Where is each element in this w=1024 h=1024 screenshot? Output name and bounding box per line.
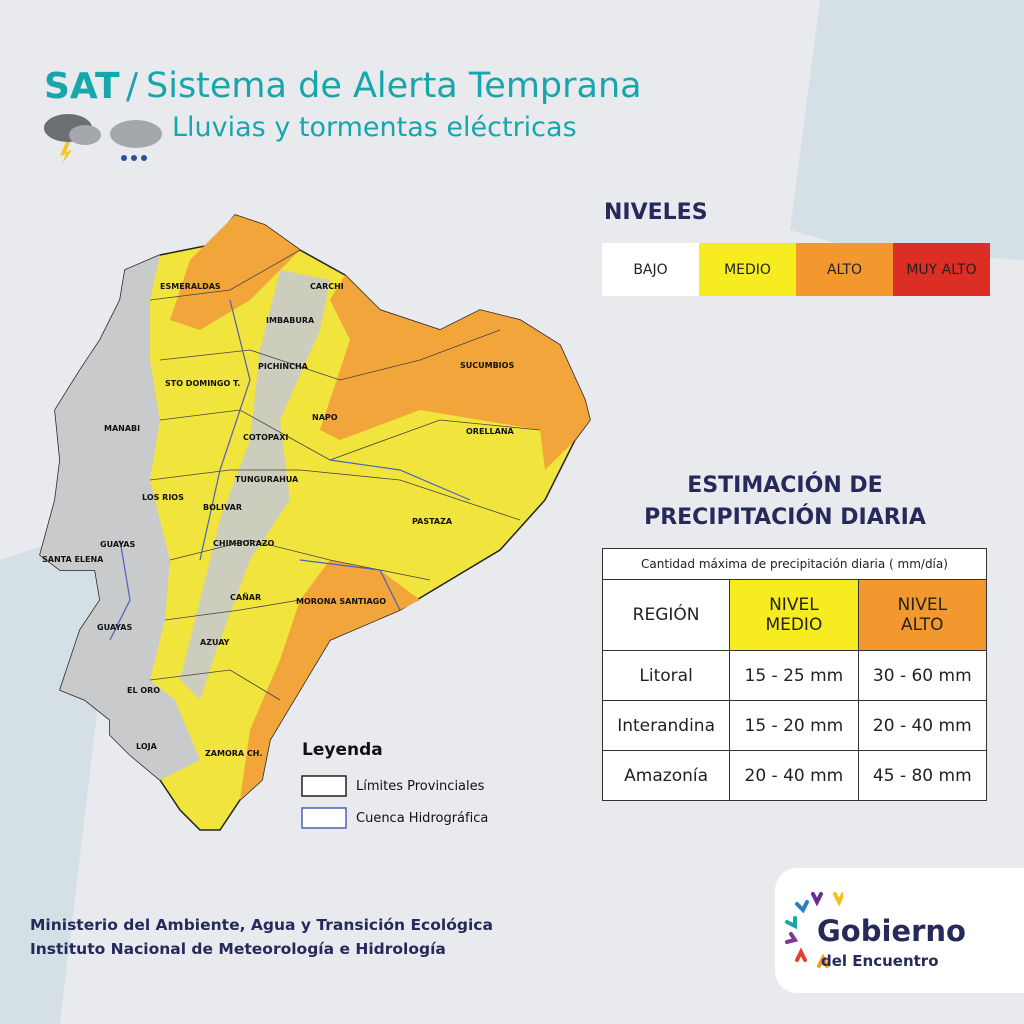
legend-swatch xyxy=(301,807,347,829)
weather-icons xyxy=(44,114,162,164)
province-label: ZAMORA CH. xyxy=(205,749,263,758)
province-label: MANABI xyxy=(104,424,140,433)
cell: Litoral xyxy=(601,650,731,701)
cell: 20 - 40 mm xyxy=(857,700,988,751)
province-label: COTOPAXI xyxy=(243,433,288,442)
header-acronym: SAT xyxy=(44,66,120,107)
province-label: EL ORO xyxy=(127,686,160,695)
province-label: SANTA ELENA xyxy=(42,555,104,564)
level: ALTO xyxy=(796,243,893,296)
title-line: ESTIMACIÓN DE xyxy=(687,473,883,498)
header-line: ALTO xyxy=(901,615,944,635)
level: MEDIO xyxy=(699,243,796,296)
level: BAJO xyxy=(602,243,699,296)
province-label: AZUAY xyxy=(200,638,230,647)
header-separator: / xyxy=(126,66,139,107)
header-line: NIVEL xyxy=(769,595,819,615)
province-label: PICHINCHA xyxy=(258,362,309,371)
province-label: ESMERALDAS xyxy=(160,282,221,291)
cell: Amazonía xyxy=(601,750,731,801)
province-label: CAÑAR xyxy=(230,592,261,602)
title-line: PRECIPITACIÓN DIARIA xyxy=(644,505,926,530)
logo-sub: del Encuentro xyxy=(821,952,939,970)
province-label: IMBABURA xyxy=(266,316,315,325)
legend-item: Límites Provinciales xyxy=(356,779,485,794)
province-label: NAPO xyxy=(312,413,338,422)
province-label: BOLIVAR xyxy=(203,503,242,512)
legend-item: Cuenca Hidrográfica xyxy=(356,811,489,826)
province-label: GUAYAS xyxy=(100,540,135,549)
province-label: CHIMBORAZO xyxy=(213,539,275,548)
cell: 30 - 60 mm xyxy=(857,650,988,701)
levels-title: NIVELES xyxy=(604,200,708,225)
province-label: STO DOMINGO T. xyxy=(165,379,240,388)
level: MUY ALTO xyxy=(893,243,990,296)
province-label: CARCHI xyxy=(310,282,344,291)
header-title: Sistema de Alerta Temprana xyxy=(146,66,642,106)
footer-line: Instituto Nacional de Meteorología e Hid… xyxy=(30,940,446,958)
estimate-title: ESTIMACIÓN DE PRECIPITACIÓN DIARIA xyxy=(600,470,970,534)
province-label: GUAYAS xyxy=(97,623,132,632)
province-label: SUCUMBIOS xyxy=(460,361,514,370)
province-labels: ESMERALDAS CARCHI IMBABURA PICHINCHA STO… xyxy=(42,282,515,758)
header-line: NIVEL xyxy=(897,595,948,615)
province-label: LOS RIOS xyxy=(142,493,184,502)
province-label: ORELLANA xyxy=(466,427,515,436)
province-label: LOJA xyxy=(136,742,158,751)
legend-swatch xyxy=(301,775,347,797)
header-cell: REGIÓN xyxy=(601,579,731,651)
header-line: MEDIO xyxy=(765,615,823,635)
header-cell: NIVEL MEDIO xyxy=(729,579,859,651)
cell: 45 - 80 mm xyxy=(857,750,988,801)
cell: Interandina xyxy=(601,700,731,751)
precipitation-table: Cantidad máxima de precipitación diaria … xyxy=(601,548,988,801)
cell: 20 - 40 mm xyxy=(729,750,859,801)
logo-mark xyxy=(785,892,843,968)
province-label: TUNGURAHUA xyxy=(235,475,299,484)
logo-main: Gobierno xyxy=(817,914,966,948)
header-line: REGIÓN xyxy=(632,605,700,625)
legend-title: Leyenda xyxy=(302,740,383,760)
footer-line: Ministerio del Ambiente, Agua y Transici… xyxy=(30,916,493,934)
header-subtitle: Lluvias y tormentas eléctricas xyxy=(172,112,577,143)
header-cell: NIVEL ALTO xyxy=(857,579,988,651)
province-label: MORONA SANTIAGO xyxy=(296,597,386,606)
cell: 15 - 25 mm xyxy=(729,650,859,701)
levels-scale: BAJO MEDIO ALTO MUY ALTO xyxy=(602,243,990,296)
logo: Gobierno del Encuentro xyxy=(775,868,1024,993)
table-caption: Cantidad máxima de precipitación diaria … xyxy=(602,548,987,580)
cell: 15 - 20 mm xyxy=(729,700,859,751)
province-label: PASTAZA xyxy=(412,517,453,526)
